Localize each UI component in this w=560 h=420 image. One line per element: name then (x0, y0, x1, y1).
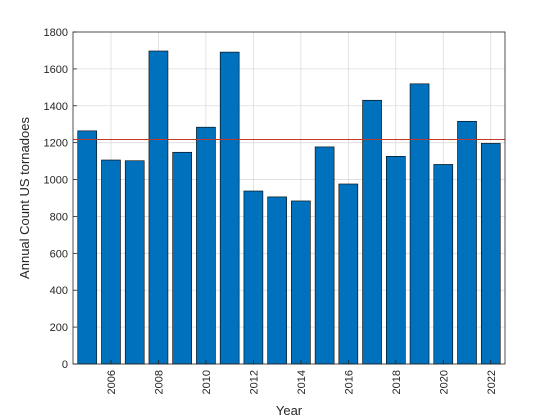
bar-2016 (338, 183, 359, 365)
x-tick-label: 2008 (153, 370, 165, 394)
bar-2018 (386, 156, 406, 365)
y-tick-label: 1400 (44, 101, 68, 113)
y-axis-label: Annual Count US tornadoes (17, 117, 32, 279)
bars (77, 50, 501, 365)
bar-2006 (101, 159, 121, 365)
plot-frame (72, 31, 506, 365)
x-axis-ticks: 2006 2008 2010 2012 2014 2016 2018 2020 2022 (106, 360, 498, 394)
bar-2009 (172, 151, 192, 365)
bar-2019 (409, 83, 430, 365)
bar-2005 (77, 130, 98, 365)
y-tick-label: 200 (50, 322, 68, 334)
bar-2011 (219, 51, 240, 365)
y-tick-label: 800 (50, 211, 68, 223)
bar-2020 (433, 164, 454, 365)
bar-2013 (267, 196, 287, 365)
x-tick-label: 2016 (343, 370, 355, 394)
y-tick-label: 1800 (44, 27, 68, 39)
bar-2015 (314, 146, 335, 365)
x-tick-label: 2018 (391, 370, 403, 394)
plot-area (73, 32, 505, 364)
bar-2021 (457, 120, 477, 365)
y-axis-ticks: 0 200 400 600 800 1000 1200 1400 1600 1800 (44, 27, 77, 371)
x-axis-label: Year (276, 403, 303, 418)
bar-2022 (480, 143, 501, 365)
bar-2008 (148, 50, 169, 365)
y-tick-label: 600 (50, 248, 68, 260)
bar-2014 (291, 200, 311, 365)
y-tick-label: 400 (50, 285, 68, 297)
y-tick-label: 1200 (44, 138, 68, 150)
bar-2007 (124, 160, 145, 365)
bar-2010 (196, 126, 216, 365)
x-tick-label: 2012 (248, 370, 260, 394)
bar-2012 (243, 190, 264, 365)
x-tick-label: 2010 (201, 370, 213, 394)
x-tick-label: 2014 (296, 370, 308, 394)
x-tick-label: 2006 (106, 370, 118, 394)
y-tick-label: 1600 (44, 64, 68, 76)
y-tick-label: 1000 (44, 175, 68, 187)
x-tick-label: 2022 (486, 370, 498, 394)
y-tick-label: 0 (62, 359, 68, 371)
x-tick-label: 2020 (438, 370, 450, 394)
